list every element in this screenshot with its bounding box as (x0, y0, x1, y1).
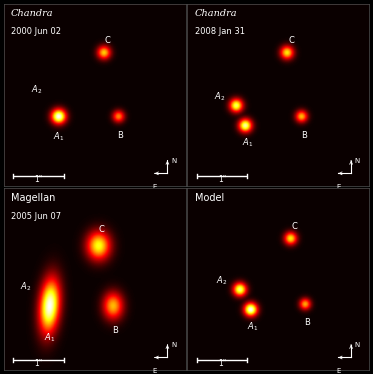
Text: B: B (117, 131, 123, 140)
Text: Chandra: Chandra (11, 9, 54, 18)
Text: C: C (292, 222, 298, 231)
Text: N: N (171, 157, 176, 163)
Text: 2005 Jun 07: 2005 Jun 07 (11, 212, 61, 221)
Text: B: B (301, 131, 307, 140)
Text: E: E (336, 184, 341, 190)
Text: E: E (153, 368, 157, 374)
Text: $A_2$: $A_2$ (214, 91, 226, 103)
Text: $A_1$: $A_1$ (242, 136, 253, 148)
Text: 1": 1" (34, 359, 43, 368)
Text: N: N (355, 342, 360, 348)
Text: B: B (112, 326, 117, 335)
Text: 1": 1" (218, 175, 226, 184)
Text: E: E (336, 368, 341, 374)
Text: B: B (304, 318, 310, 327)
Text: C: C (99, 226, 105, 234)
Text: C: C (104, 36, 110, 45)
Text: Model: Model (195, 193, 224, 203)
Text: $A_2$: $A_2$ (31, 83, 42, 96)
Text: 2000 Jun 02: 2000 Jun 02 (11, 27, 61, 36)
Text: $A_1$: $A_1$ (247, 320, 258, 333)
Text: N: N (171, 342, 176, 348)
Text: C: C (288, 36, 294, 45)
Text: $A_2$: $A_2$ (20, 280, 31, 292)
Text: $A_1$: $A_1$ (53, 131, 64, 143)
Text: Magellan: Magellan (11, 193, 55, 203)
Text: $A_1$: $A_1$ (44, 331, 55, 344)
Text: N: N (355, 157, 360, 163)
Text: E: E (153, 184, 157, 190)
Text: Chandra: Chandra (195, 9, 237, 18)
Text: $A_2$: $A_2$ (216, 275, 228, 287)
Text: 1": 1" (34, 175, 43, 184)
Text: 1": 1" (218, 359, 226, 368)
Text: 2008 Jan 31: 2008 Jan 31 (195, 27, 245, 36)
